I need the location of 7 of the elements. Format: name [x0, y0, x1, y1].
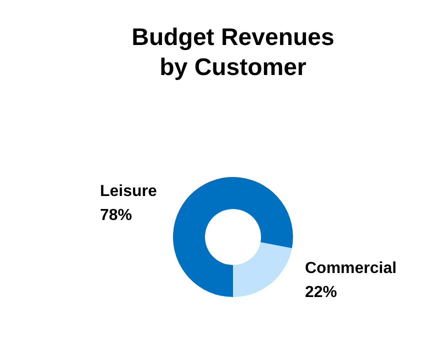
donut-slice: [233, 242, 292, 297]
slice-label: Commercial: [305, 260, 397, 277]
slice-label: Leisure: [100, 183, 158, 200]
data-label: 78%: [100, 207, 132, 224]
chart-title: Budget Revenues by Customer: [132, 24, 334, 81]
donut-slice: [173, 177, 293, 297]
data-label: 22%: [305, 284, 338, 301]
